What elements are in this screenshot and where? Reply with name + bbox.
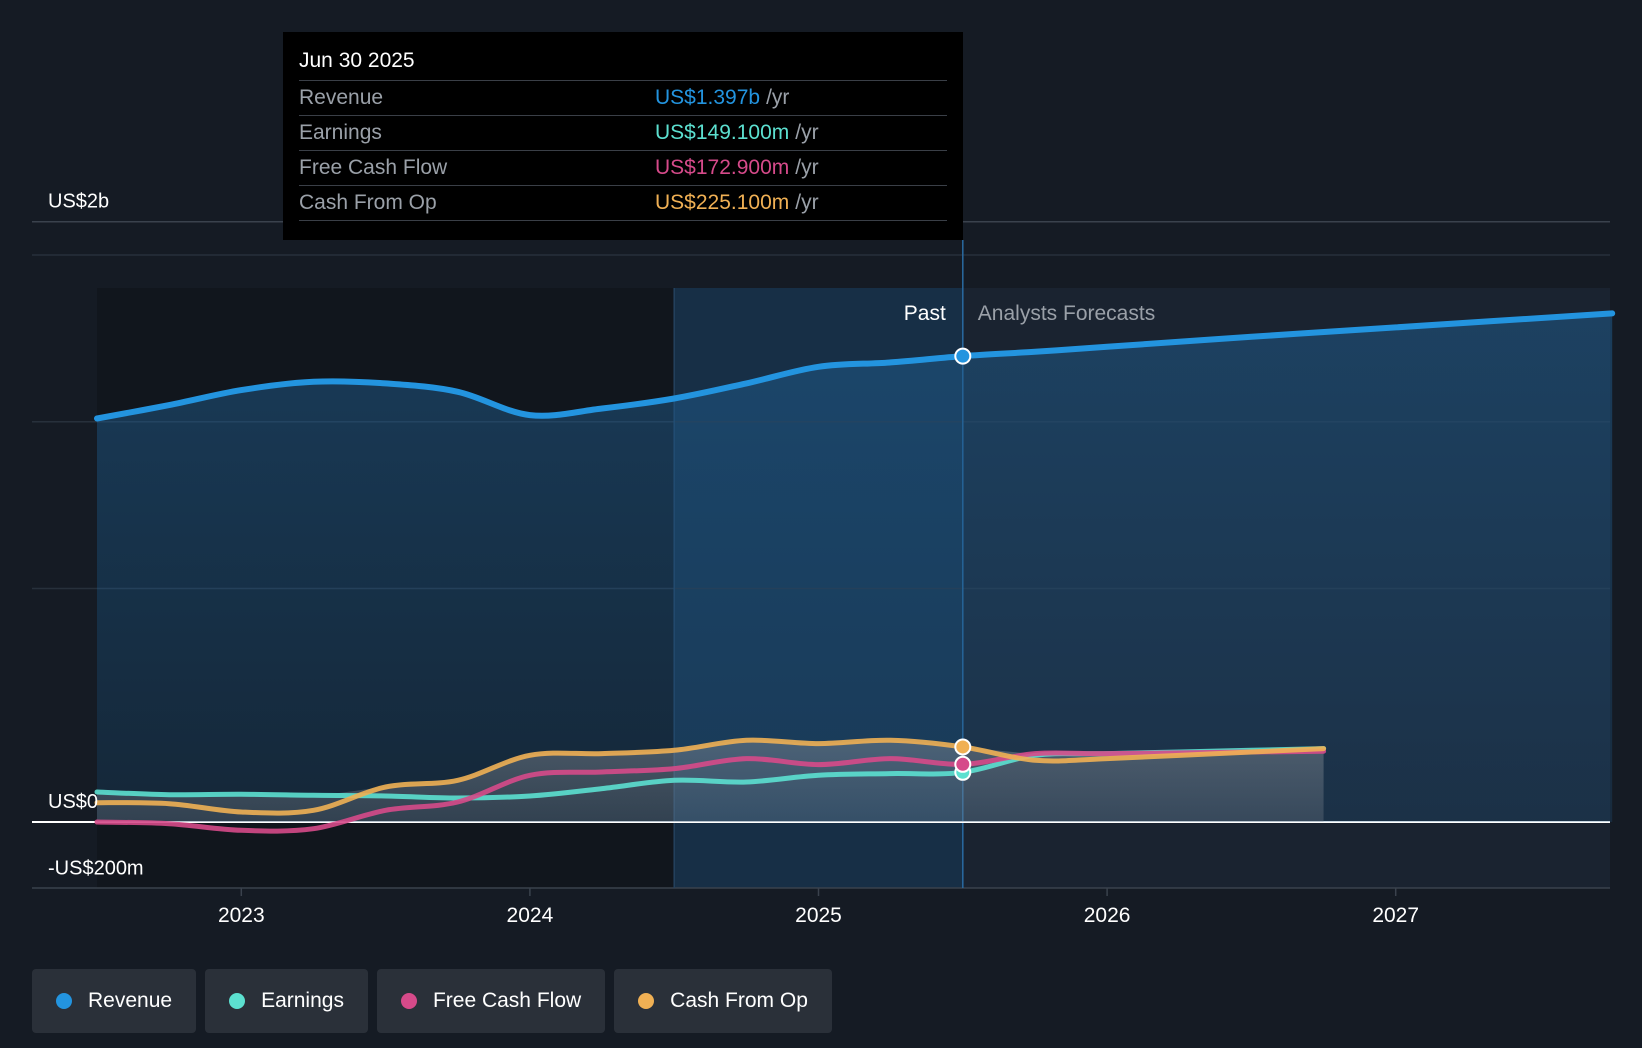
free-cash-flow-marker — [954, 755, 972, 773]
tooltip-row-cash-from-op: Cash From Op US$225.100m /yr — [299, 185, 947, 221]
free-cash-flow-dot-icon — [400, 993, 417, 1009]
y-axis-label: -US$200m — [48, 858, 144, 880]
legend-item-revenue[interactable]: Revenue — [32, 969, 197, 1033]
earnings-dot-icon — [229, 993, 246, 1009]
tooltip-row-earnings: Earnings US$149.100m /yr — [299, 115, 947, 150]
tooltip-label: Free Cash Flow — [299, 156, 448, 179]
past-label: Past — [904, 302, 946, 325]
revenue-line — [94, 310, 1616, 422]
tooltip-unit: /yr — [795, 156, 819, 179]
x-tick-label: 2024 — [507, 904, 554, 927]
tooltip-row-free-cash-flow: Free Cash Flow US$172.900m /yr — [299, 150, 947, 185]
x-tick-label: 2027 — [1372, 904, 1419, 927]
cash-from-op-line — [94, 737, 1327, 816]
x-tick-label: 2023 — [218, 904, 265, 927]
tooltip-value: US$225.100m — [655, 191, 790, 214]
tooltip-unit: /yr — [766, 86, 790, 109]
free-cash-flow-line — [94, 748, 1327, 834]
legend-item-cash-from-op[interactable]: Cash From Op — [614, 969, 832, 1033]
tooltip-value: US$149.100m — [655, 121, 790, 144]
forecast-label: Analysts Forecasts — [978, 302, 1155, 325]
legend-label: Cash From Op — [670, 989, 808, 1012]
tooltip-label: Revenue — [299, 86, 384, 109]
legend-label: Free Cash Flow — [432, 989, 582, 1012]
legend-label: Earnings — [261, 989, 344, 1012]
tooltip-unit: /yr — [795, 191, 819, 214]
tooltip-value: US$1.397b — [655, 86, 761, 109]
tooltip-label: Earnings — [299, 121, 382, 144]
x-tick-label: 2025 — [795, 904, 842, 927]
tooltip-label: Cash From Op — [299, 191, 437, 214]
x-tick-label: 2026 — [1084, 904, 1131, 927]
legend: Revenue Earnings Free Cash Flow Cash Fro… — [32, 969, 832, 1033]
cash-from-op-dot-icon — [638, 993, 655, 1009]
revenue-area — [97, 313, 1613, 822]
revenue-marker — [954, 347, 972, 365]
revenue-dot-icon — [56, 993, 72, 1009]
y-axis-label: US$0 — [48, 791, 98, 813]
legend-item-earnings[interactable]: Earnings — [205, 969, 368, 1033]
tooltip-unit: /yr — [795, 121, 819, 144]
tooltip-date: Jun 30 2025 — [299, 49, 415, 72]
legend-label: Revenue — [88, 989, 173, 1012]
tooltip-row-revenue: Revenue US$1.397b /yr — [299, 80, 947, 115]
cash-from-op-marker — [954, 738, 972, 756]
legend-item-free-cash-flow[interactable]: Free Cash Flow — [376, 969, 606, 1033]
tooltip: Jun 30 2025 Revenue US$1.397b /yr Earnin… — [283, 32, 963, 240]
tooltip-value: US$172.900m — [655, 156, 790, 179]
y-axis-label: US$2b — [48, 191, 109, 213]
